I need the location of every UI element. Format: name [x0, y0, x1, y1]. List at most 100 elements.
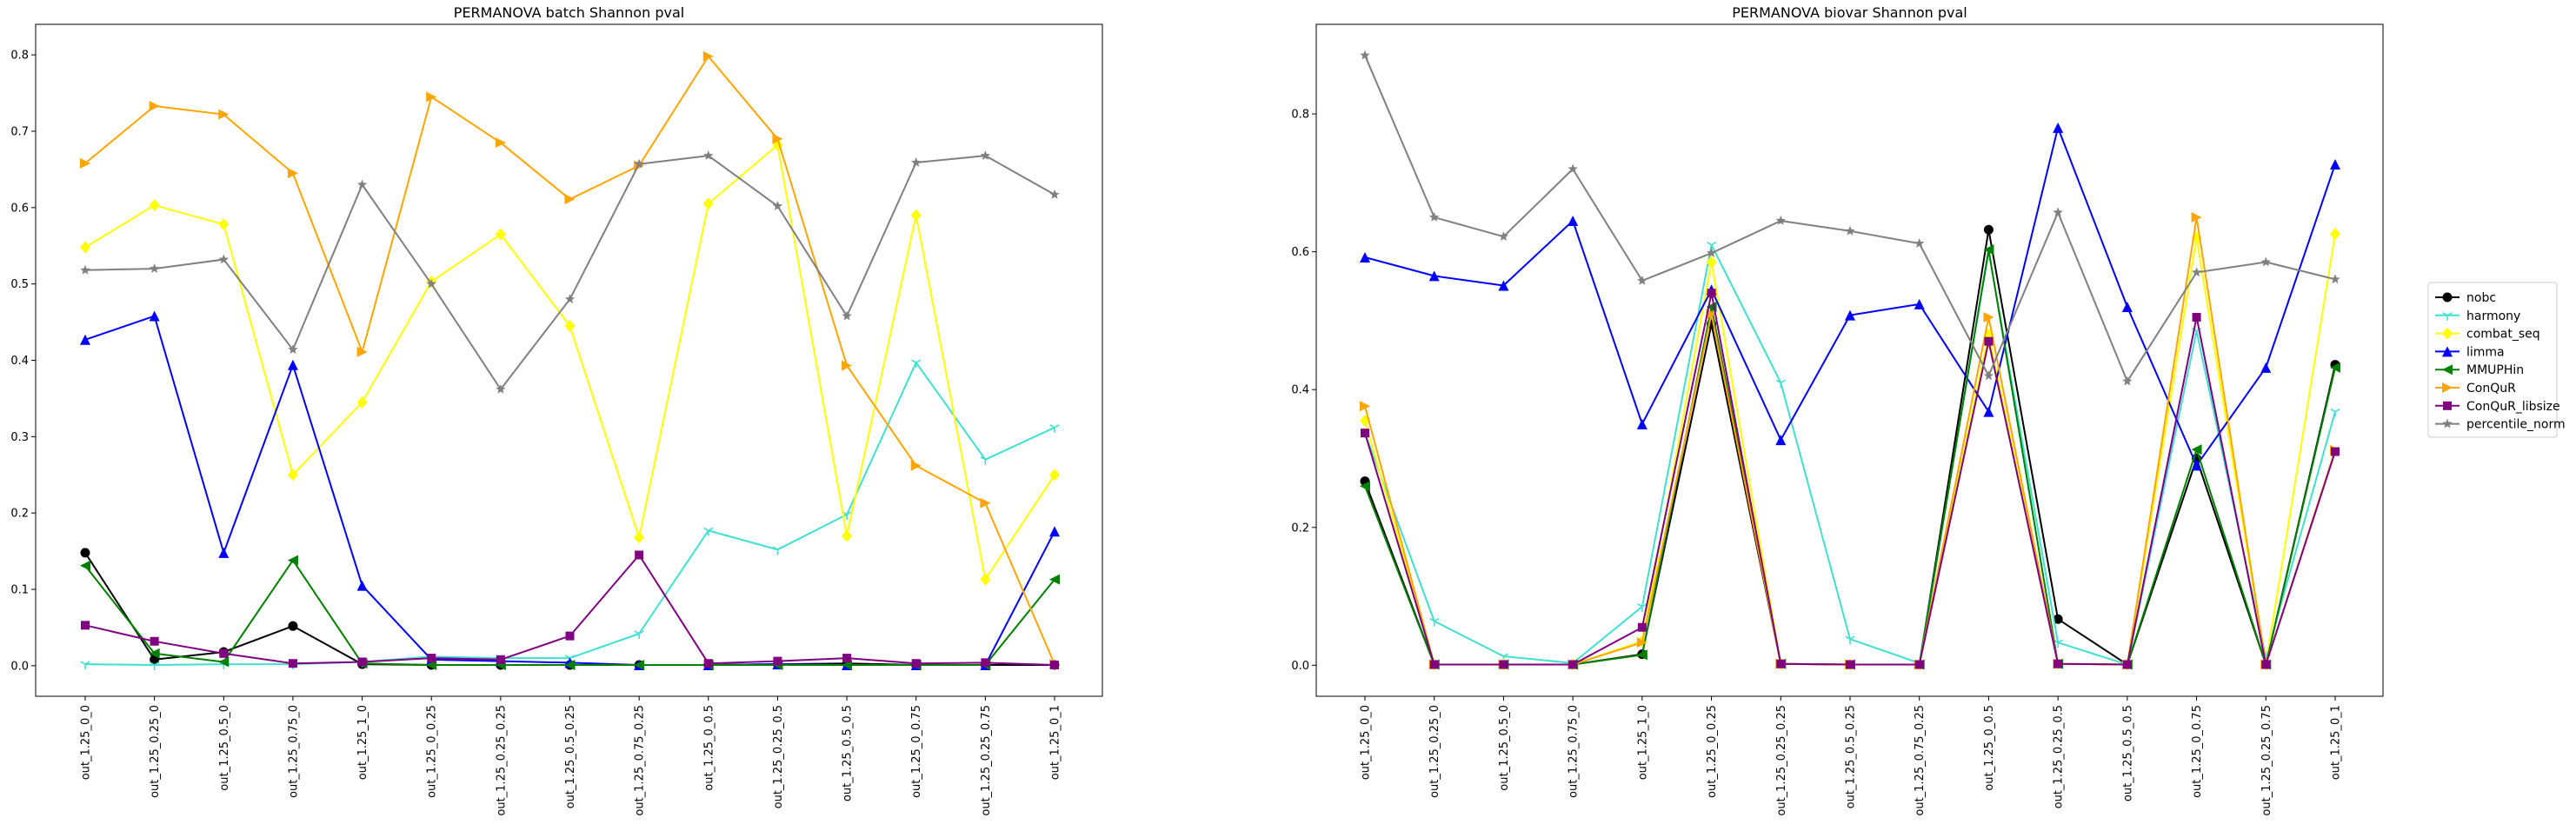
legend-label: nobc — [2466, 291, 2496, 305]
series-line-nobc — [1364, 229, 2336, 666]
x-tick-label: out_1.25_0.75_0 — [287, 705, 300, 798]
data-point-percentile_norm — [288, 344, 298, 355]
data-point-harmony — [1049, 424, 1060, 433]
data-point-limma — [356, 580, 368, 591]
data-point-limma — [2191, 460, 2202, 471]
data-point-MMUPHin — [564, 659, 576, 670]
data-point-ConQuR_libsize — [288, 659, 297, 668]
data-point-MMUPHin — [1983, 244, 1994, 256]
legend-label: ConQuR_libsize — [2466, 400, 2560, 414]
data-point-MMUPHin — [149, 648, 160, 659]
data-point-ConQuR_libsize — [635, 550, 644, 560]
y-tick-label: 0.6 — [1291, 246, 1309, 259]
legend-label: ConQuR — [2466, 382, 2516, 396]
data-point-ConQuR — [1636, 637, 1647, 648]
series-nobc — [1360, 224, 2340, 670]
data-point-MMUPHin — [2330, 362, 2340, 373]
legend-marker — [2442, 327, 2453, 340]
data-point-limma — [1568, 215, 1579, 226]
data-point-nobc — [288, 621, 298, 631]
biovar-shannon-chart: PERMANOVA biovar Shannon pval 0.0 0.2 0.4 0.… — [1291, 4, 2384, 816]
x-tick-label: out_1.25_0.5_0.25 — [564, 705, 577, 808]
data-point-percentile_norm — [218, 254, 229, 264]
x-tick-label: out_1.25_0.75_0.25 — [1914, 705, 1927, 816]
series-harmony — [80, 359, 1060, 670]
data-point-percentile_norm — [1845, 225, 1855, 236]
data-point-limma — [2260, 362, 2272, 373]
legend-marker — [2442, 364, 2453, 376]
series-ConQuR_libsize — [1361, 289, 2340, 669]
data-point-ConQuR — [980, 497, 991, 509]
series-combat_seq — [80, 138, 1060, 586]
y-tick-label: 0.4 — [10, 355, 29, 368]
data-point-harmony — [1429, 617, 1440, 627]
data-point-ConQuR_libsize — [150, 636, 159, 646]
series-ConQuR_libsize — [81, 550, 1059, 669]
series-ConQuR — [80, 50, 1060, 670]
legend-label: percentile_norm — [2466, 418, 2566, 432]
data-point-ConQuR — [80, 157, 90, 169]
data-point-ConQuR — [772, 133, 783, 144]
y-tick-label: 0.7 — [10, 125, 29, 138]
data-point-combat_seq — [1706, 256, 1717, 269]
data-point-harmony — [703, 527, 714, 536]
data-point-ConQuR_libsize — [2261, 660, 2271, 669]
series-line-nobc — [84, 552, 1055, 666]
x-tick-label: out_1.25_0_0.75 — [2191, 705, 2204, 798]
y-tick-label: 0.1 — [10, 584, 29, 597]
data-point-ConQuR_libsize — [2053, 659, 2063, 668]
data-point-ConQuR — [1983, 311, 1994, 322]
data-point-percentile_norm — [2330, 274, 2340, 284]
legend-marker — [2442, 346, 2453, 357]
legend-label: MMUPHin — [2466, 363, 2524, 377]
x-tick-label: out_1.25_0.5_0.5 — [842, 705, 855, 801]
data-point-ConQuR_libsize — [981, 658, 990, 668]
series-percentile_norm — [80, 150, 1060, 394]
data-point-percentile_norm — [911, 157, 922, 167]
data-point-combat_seq — [980, 573, 991, 586]
data-point-combat_seq — [634, 531, 645, 544]
x-tick-label: out_1.25_0_0.75 — [910, 705, 923, 798]
data-point-ConQuR_libsize — [1499, 660, 1508, 669]
data-point-percentile_norm — [1775, 216, 1786, 225]
data-point-ConQuR — [1706, 308, 1717, 319]
data-point-ConQuR — [426, 91, 437, 103]
data-point-ConQuR_libsize — [81, 621, 90, 630]
data-point-harmony — [1637, 603, 1647, 612]
data-point-ConQuR_libsize — [1429, 660, 1439, 669]
data-point-ConQuR_libsize — [1568, 660, 1578, 669]
legend-entry-MMUPHin: MMUPHin — [2435, 363, 2524, 377]
data-point-combat_seq — [910, 209, 922, 222]
data-point-percentile_norm — [772, 201, 783, 210]
y-tick-label: 0.4 — [1291, 384, 1309, 397]
y-tick-label: 0.6 — [10, 202, 29, 215]
chart-title: PERMANOVA biovar Shannon pval — [1732, 4, 1967, 21]
data-point-ConQuR — [910, 460, 922, 471]
x-tick-label: out_1.25_1_0 — [356, 705, 369, 780]
y-tick-label: 0.8 — [10, 50, 29, 63]
data-point-ConQuR_libsize — [427, 654, 436, 663]
data-point-percentile_norm — [149, 263, 160, 273]
data-point-MMUPHin — [2191, 444, 2202, 455]
data-point-percentile_norm — [564, 294, 576, 304]
data-point-combat_seq — [149, 199, 160, 212]
data-point-limma — [1775, 435, 1787, 446]
x-tick-label: out_1.25_0.25_0.25 — [495, 705, 508, 816]
legend-marker — [2442, 312, 2453, 321]
data-point-ConQuR — [2191, 211, 2202, 223]
data-point-limma — [1914, 298, 1925, 309]
x-tick-label: out_1.25_0.25_0.5 — [772, 705, 785, 808]
data-point-combat_seq — [702, 197, 714, 210]
data-point-ConQuR_libsize — [1914, 660, 1924, 669]
legend-entry-ConQuR_libsize: ConQuR_libsize — [2435, 400, 2560, 414]
x-tick-label: out_1.25_0_0.25 — [1706, 705, 1719, 798]
data-point-percentile_norm — [1429, 212, 1440, 222]
x-tick-label: out_1.25_0_1 — [1049, 705, 1062, 780]
data-point-ConQuR_libsize — [703, 659, 713, 668]
data-point-limma — [1636, 418, 1647, 429]
data-point-combat_seq — [2330, 228, 2340, 241]
data-point-ConQuR_libsize — [842, 654, 852, 663]
data-point-percentile_norm — [703, 150, 714, 160]
legend-label: combat_seq — [2466, 328, 2540, 342]
data-point-percentile_norm — [2191, 267, 2202, 277]
